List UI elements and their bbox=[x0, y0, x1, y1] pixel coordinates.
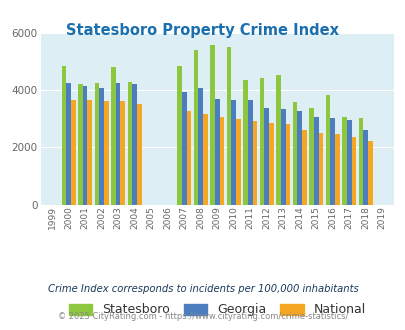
Bar bbox=[358, 118, 362, 205]
Bar bbox=[346, 120, 351, 205]
Bar bbox=[78, 84, 83, 205]
Bar bbox=[99, 88, 104, 205]
Bar bbox=[330, 118, 334, 205]
Bar bbox=[341, 117, 346, 205]
Bar bbox=[219, 117, 224, 205]
Bar bbox=[351, 137, 355, 205]
Text: Statesboro Property Crime Index: Statesboro Property Crime Index bbox=[66, 23, 339, 38]
Bar bbox=[193, 50, 198, 205]
Text: © 2025 CityRating.com - https://www.cityrating.com/crime-statistics/: © 2025 CityRating.com - https://www.city… bbox=[58, 313, 347, 321]
Bar bbox=[115, 83, 120, 205]
Bar bbox=[252, 121, 256, 205]
Bar bbox=[136, 104, 141, 205]
Bar bbox=[87, 100, 92, 205]
Bar bbox=[318, 133, 322, 205]
Bar bbox=[231, 100, 235, 205]
Bar bbox=[276, 75, 280, 205]
Bar bbox=[285, 124, 290, 205]
Bar bbox=[66, 83, 71, 205]
Bar bbox=[128, 82, 132, 205]
Bar bbox=[301, 130, 306, 205]
Bar bbox=[362, 130, 367, 205]
Bar bbox=[226, 47, 231, 205]
Bar bbox=[243, 80, 247, 205]
Bar bbox=[334, 134, 339, 205]
Bar bbox=[367, 141, 372, 205]
Bar bbox=[62, 66, 66, 205]
Bar bbox=[280, 109, 285, 205]
Bar bbox=[313, 117, 318, 205]
Bar bbox=[177, 66, 181, 205]
Bar bbox=[210, 45, 214, 205]
Bar bbox=[71, 100, 75, 205]
Legend: Statesboro, Georgia, National: Statesboro, Georgia, National bbox=[65, 300, 368, 320]
Bar bbox=[297, 111, 301, 205]
Bar bbox=[111, 67, 115, 205]
Bar bbox=[264, 108, 269, 205]
Bar bbox=[259, 78, 264, 205]
Bar bbox=[247, 101, 252, 205]
Bar bbox=[269, 122, 273, 205]
Bar bbox=[198, 88, 202, 205]
Bar bbox=[94, 83, 99, 205]
Bar bbox=[325, 95, 330, 205]
Bar bbox=[104, 101, 108, 205]
Bar bbox=[132, 84, 136, 205]
Bar bbox=[235, 119, 240, 205]
Text: Crime Index corresponds to incidents per 100,000 inhabitants: Crime Index corresponds to incidents per… bbox=[47, 284, 358, 294]
Bar bbox=[202, 114, 207, 205]
Bar bbox=[309, 108, 313, 205]
Bar bbox=[214, 99, 219, 205]
Bar bbox=[120, 101, 125, 205]
Bar bbox=[181, 92, 186, 205]
Bar bbox=[83, 86, 87, 205]
Bar bbox=[186, 111, 191, 205]
Bar bbox=[292, 102, 297, 205]
